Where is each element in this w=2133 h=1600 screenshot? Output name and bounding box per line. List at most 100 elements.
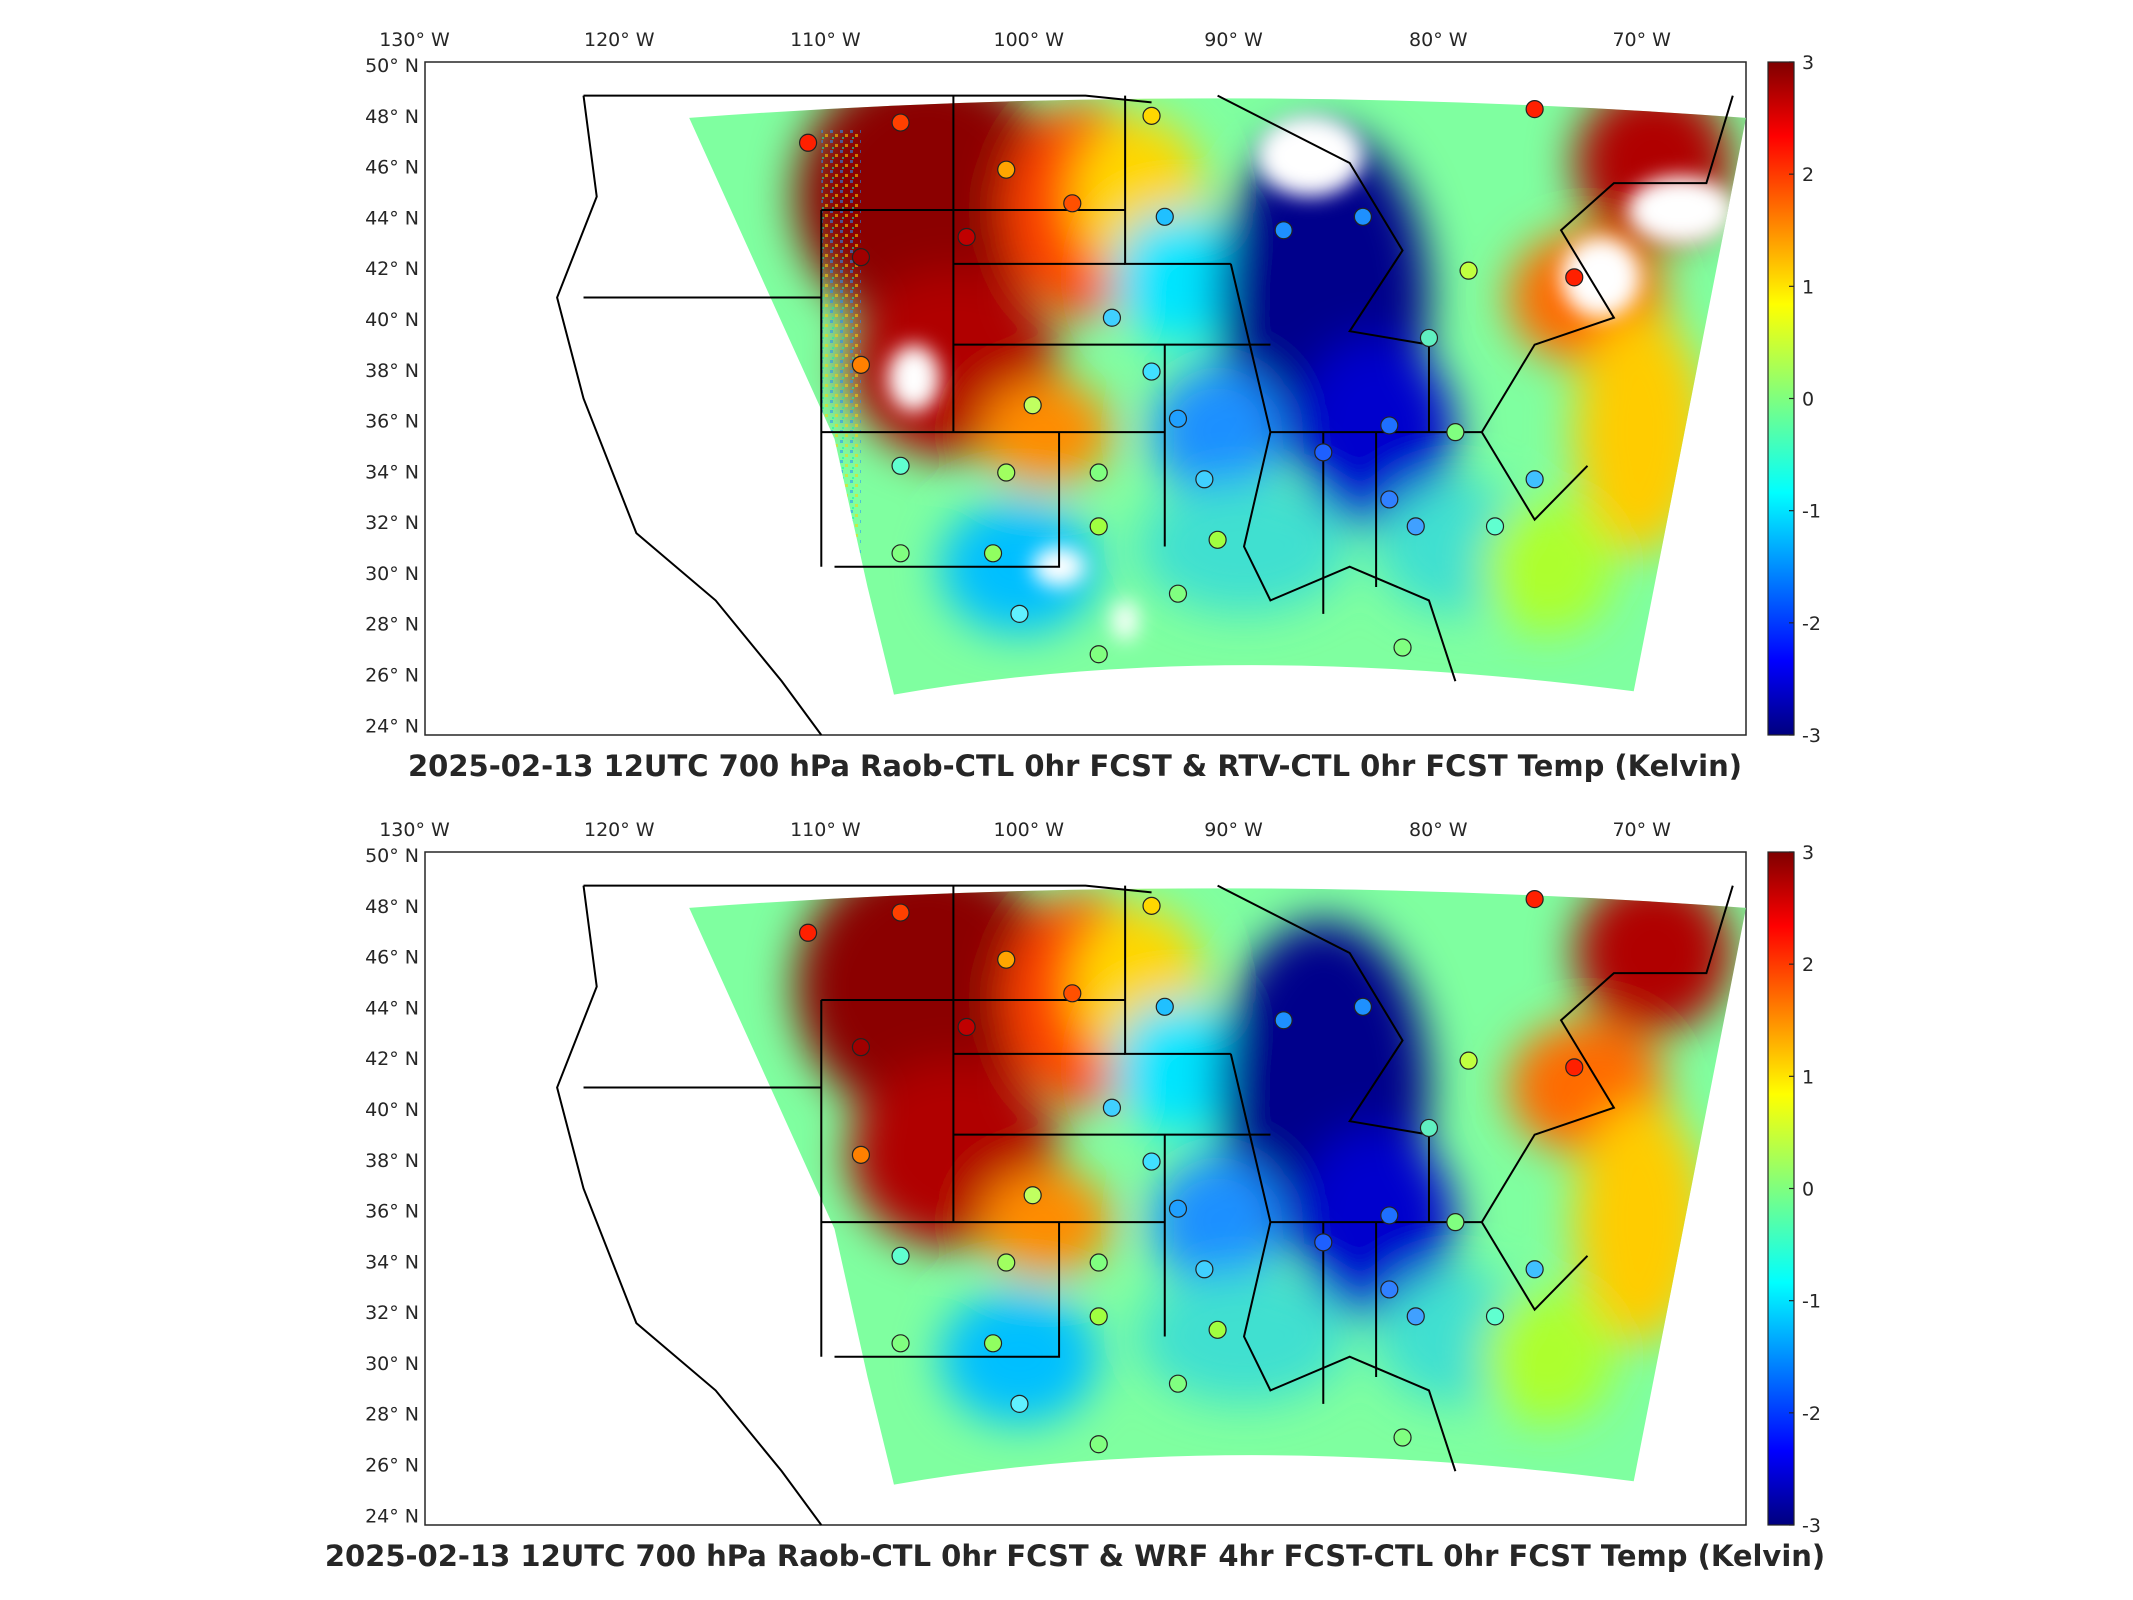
raob-station-marker [1142,1152,1161,1171]
lat-tick-label: 50° N [365,55,419,77]
raob-station-marker [1525,890,1544,909]
panel-bottom: 130° W 120° W 110° W 100° W 90° W 80° W 70° W 5… [365,819,1821,1537]
lat-tick-label: 38° N [365,360,419,382]
lat-tick-label: 44° N [365,997,419,1019]
colorbar-tick-label: 3 [1802,52,1814,74]
raob-station-marker [891,1334,910,1353]
raob-station-marker [891,456,910,475]
raob-station-marker [997,463,1016,482]
raob-station-marker [983,1334,1003,1353]
lat-tick-label: 28° N [365,1404,419,1426]
raob-station-marker [983,544,1003,563]
lon-tick-label: 110° W [790,29,861,51]
raob-station-marker [1353,997,1373,1016]
colorbar-tick-label: -2 [1802,613,1821,635]
raob-station-marker [851,1038,871,1057]
raob-station-marker [1089,1435,1108,1454]
lat-tick-label: 50° N [365,845,419,867]
raob-station-marker [1089,517,1108,536]
colorbar-tick-label: 0 [1802,1179,1814,1201]
lat-tick-label: 30° N [365,563,419,585]
lon-tick-label: 70° W [1612,819,1671,841]
raob-station-marker [1063,984,1082,1003]
raob-station-marker [1485,1307,1505,1326]
raob-station-marker [1168,1374,1188,1393]
state-borders-bottom [556,884,1734,1526]
lat-tick-label: 44° N [365,207,419,229]
raob-station-marker [1380,1206,1399,1225]
raob-station-marker [1380,416,1399,435]
raob-station-marker [957,1017,976,1037]
raob-station-marker [1089,1307,1108,1326]
lon-tick-label: 100° W [993,819,1064,841]
raob-station-marker [1195,1260,1214,1279]
lat-tick-label: 46° N [365,947,419,969]
raob-station-marker [1393,638,1412,657]
raob-station-marker [1010,604,1029,623]
raob-station-marker [1314,443,1333,462]
lat-tick-label: 26° N [365,1455,419,1477]
raob-station-marker [851,1145,871,1164]
raob-station-marker [1525,470,1544,489]
raob-station-marker [1274,1011,1293,1030]
raob-station-marker [1142,362,1161,381]
lat-tick-label: 42° N [365,1048,419,1070]
raob-station-marker [997,1253,1016,1272]
raob-station-marker [891,1246,910,1265]
lat-tick-label: 32° N [365,512,419,534]
raob-station-marker [1525,100,1544,119]
raob-station-marker [798,133,818,152]
panel-bottom-title: 2025-02-13 12UTC 700 hPa Raob-CTL 0hr FC… [325,1539,1825,1573]
raob-station-marker [1208,530,1227,549]
raob-station-marker [1406,517,1425,536]
raob-station-marker [1089,645,1108,664]
lat-tick-label: 48° N [365,106,419,128]
raob-station-marker [1168,584,1188,603]
lon-tick-label: 90° W [1204,819,1263,841]
lon-tick-label: 130° W [379,819,450,841]
lat-tick-label: 46° N [365,157,419,179]
raob-station-marker [1459,261,1478,280]
raob-station-marker [1419,328,1439,348]
raob-station-marker [1089,1253,1108,1272]
raob-station-marker [997,950,1016,969]
raob-station-marker [1446,423,1465,442]
raob-station-marker [1063,194,1082,213]
raob-station-marker [1023,396,1042,415]
raob-station-marker [1195,470,1214,489]
raob-station-marker [891,113,910,132]
raob-station-marker [798,923,818,942]
raob-station-marker [1010,1394,1029,1413]
colorbar-tick-label: -3 [1802,1515,1821,1537]
raob-station-marker [1142,896,1161,915]
raob-station-marker [1314,1233,1333,1252]
raob-station-marker [1419,1118,1439,1138]
raob-station-marker [891,544,910,563]
raob-station-marker [1023,1186,1042,1205]
raob-station-marker [1089,463,1108,482]
lon-tick-label: 70° W [1612,29,1671,51]
raob-station-marker [1142,106,1161,125]
raob-station-marker [1485,517,1505,536]
colorbar-tick-label: 0 [1802,389,1814,411]
raob-station-marker [1565,268,1584,287]
colorbar-tick-label: -2 [1802,1403,1821,1425]
lon-tick-label: 120° W [584,819,655,841]
lon-tick-label: 90° W [1204,29,1263,51]
lat-tick-label: 36° N [365,411,419,433]
temperature-diff-field-bottom [689,888,1746,1485]
raob-station-marker [1155,997,1174,1016]
lon-tick-label: 130° W [379,29,450,51]
colorbar-tick-label: -3 [1802,725,1821,747]
raob-station-marker [851,355,871,374]
panel-top-title: 2025-02-13 12UTC 700 hPa Raob-CTL 0hr FC… [408,749,1742,783]
colorbar-tick-label: -1 [1802,501,1821,523]
lon-tick-label: 110° W [790,819,861,841]
raob-station-marker [1393,1428,1412,1447]
raob-stations-top [798,100,1584,664]
raob-station-marker [997,160,1016,179]
raob-station-marker [1168,1199,1188,1218]
raob-station-marker [1380,1280,1399,1299]
lat-tick-label: 34° N [365,461,419,483]
